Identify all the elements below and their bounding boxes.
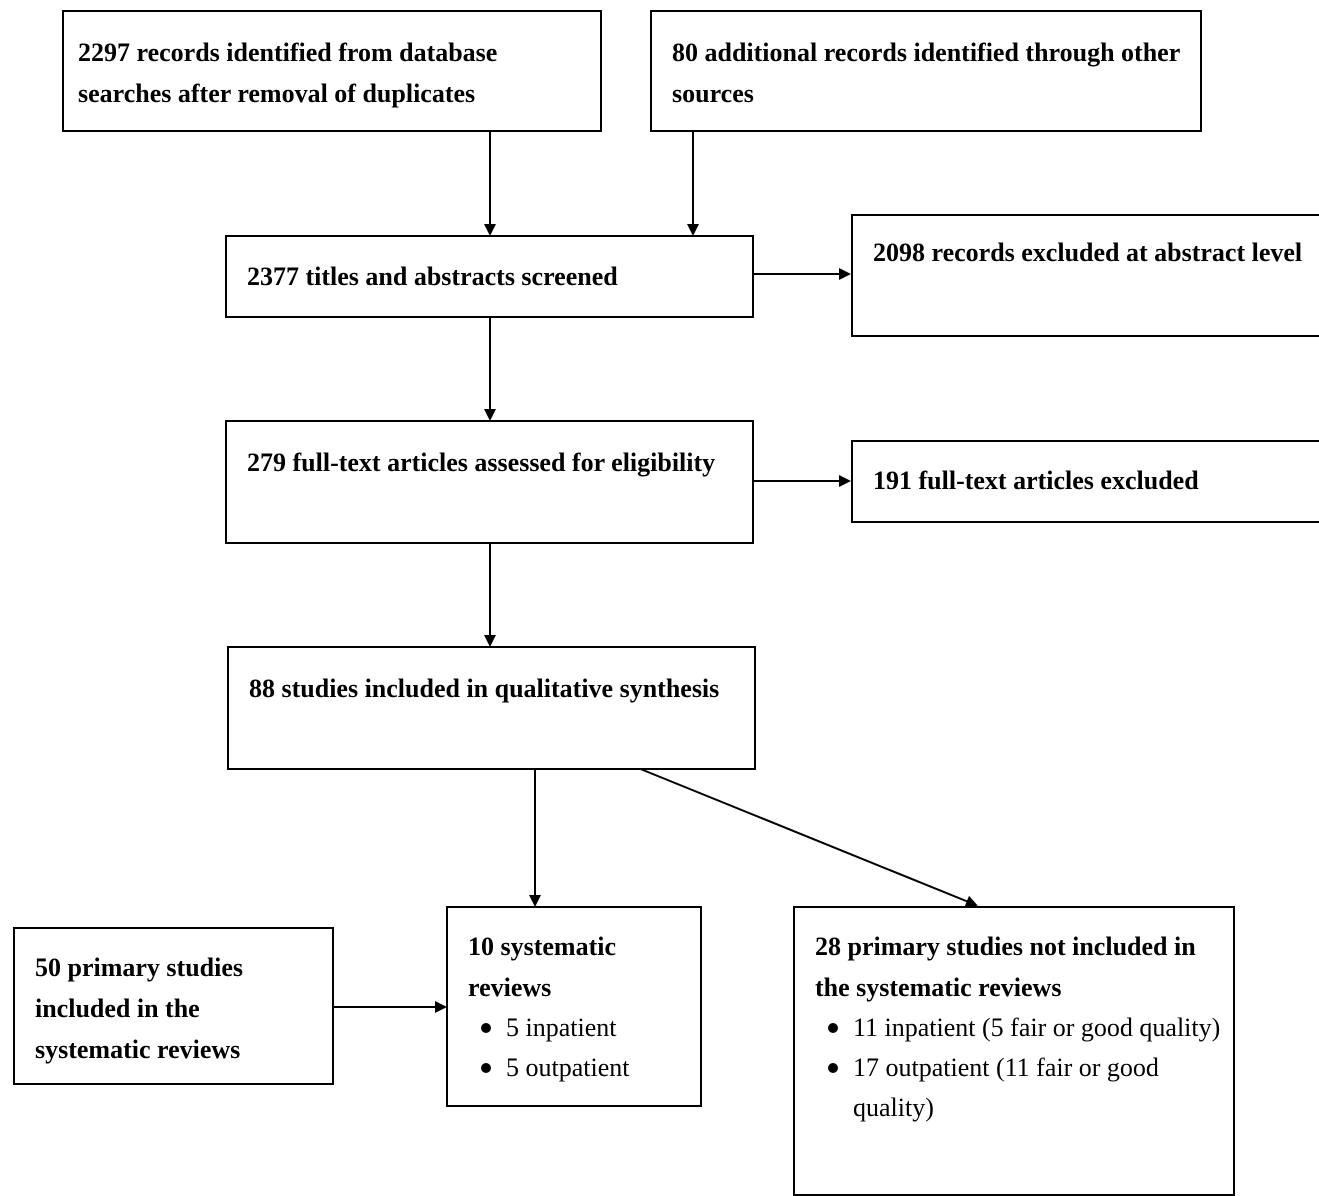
box-systematic-reviews: 10 systematic reviews 5 inpatient 5 outp… [446,906,702,1107]
box-screened: 2377 titles and abstracts screened [225,235,754,318]
arrow-qualitative-to-primary-not-included [637,767,978,907]
box-database-records: 2297 records identified from database se… [62,10,602,132]
primary-not-in-reviews-list: 11 inpatient (5 fair or good quality) 17… [815,1008,1221,1128]
list-item: 17 outpatient (11 fair or good quality) [815,1048,1221,1128]
box-qualitative-synthesis: 88 studies included in qualitative synth… [227,646,756,770]
box-fulltext-assessed: 279 full-text articles assessed for elig… [225,420,754,544]
box-fulltext-excluded: 191 full-text articles excluded [851,440,1319,523]
qualitative-synthesis-text: 88 studies included in qualitative synth… [249,674,720,703]
database-records-text: 2297 records identified from database se… [78,38,498,108]
box-excluded-abstract: 2098 records excluded at abstract level [851,214,1319,337]
box-primary-in-reviews: 50 primary studies included in the syste… [13,927,334,1085]
systematic-reviews-list: 5 inpatient 5 outpatient [468,1008,688,1088]
fulltext-assessed-text: 279 full-text articles assessed for elig… [247,448,716,477]
screened-text: 2377 titles and abstracts screened [247,262,618,291]
excluded-abstract-text: 2098 records excluded at abstract level [873,238,1303,267]
fulltext-excluded-text: 191 full-text articles excluded [873,466,1199,495]
systematic-reviews-text: 10 systematic reviews [468,932,617,1002]
list-item: 5 outpatient [468,1048,688,1088]
list-item: 5 inpatient [468,1008,688,1048]
list-item: 11 inpatient (5 fair or good quality) [815,1008,1221,1048]
box-primary-not-in-reviews: 28 primary studies not included in the s… [793,906,1235,1196]
box-other-sources: 80 additional records identified through… [650,10,1202,132]
primary-in-reviews-text: 50 primary studies included in the syste… [35,953,243,1064]
other-sources-text: 80 additional records identified through… [672,38,1180,108]
primary-not-in-reviews-text: 28 primary studies not included in the s… [815,932,1196,1002]
